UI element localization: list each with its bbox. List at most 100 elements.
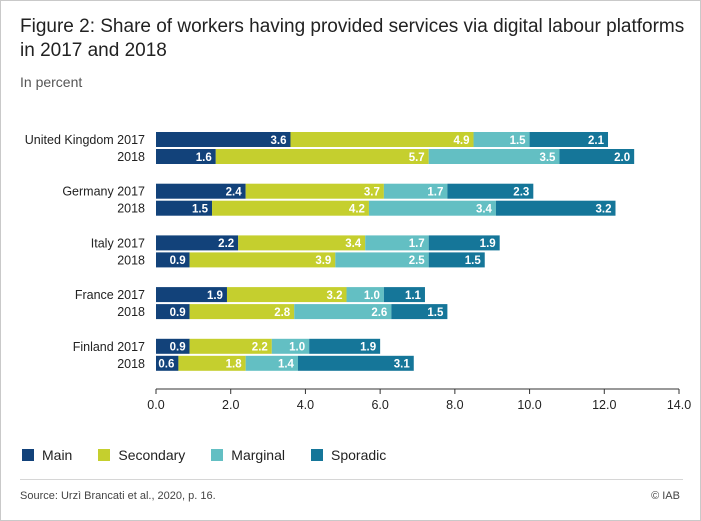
data-label-secondary: 5.7 xyxy=(409,152,425,164)
data-label-sporadic: 2.3 xyxy=(513,187,529,199)
x-tick-label: 8.0 xyxy=(446,398,463,412)
legend-item-sporadic: Sporadic xyxy=(311,447,386,463)
legend-label: Sporadic xyxy=(331,447,387,463)
bar-main xyxy=(156,304,190,320)
data-label-secondary: 4.2 xyxy=(349,204,365,216)
bar-main xyxy=(156,252,190,268)
data-label-marginal: 1.0 xyxy=(364,290,380,302)
bar-marginal xyxy=(335,252,429,268)
bar-main xyxy=(156,287,227,303)
data-label-main: 0.9 xyxy=(170,342,186,354)
bar-secondary xyxy=(178,355,246,371)
legend-swatch xyxy=(211,449,224,461)
bar-marginal xyxy=(428,149,560,164)
bar-sporadic xyxy=(559,149,635,164)
copyright-note: © IAB xyxy=(651,490,680,502)
data-label-marginal: 2.5 xyxy=(409,255,426,267)
bar-main xyxy=(156,149,216,164)
data-label-main: 1.9 xyxy=(207,290,223,302)
data-label-marginal: 2.6 xyxy=(371,307,387,319)
category-label: Italy 2017 xyxy=(91,236,145,250)
data-label-sporadic: 1.9 xyxy=(360,342,376,354)
category-label: 2018 xyxy=(117,150,145,164)
data-label-secondary: 3.2 xyxy=(327,290,343,302)
x-tick-label: 10.0 xyxy=(517,398,541,412)
data-label-sporadic: 1.5 xyxy=(465,255,482,267)
category-label: 2018 xyxy=(117,202,145,216)
bar-main xyxy=(156,200,213,216)
data-label-main: 0.9 xyxy=(170,307,186,319)
legend-swatch xyxy=(98,449,111,461)
bar-secondary xyxy=(245,183,384,199)
data-label-secondary: 4.9 xyxy=(454,135,470,147)
data-label-secondary: 2.8 xyxy=(274,307,291,319)
data-label-secondary: 3.7 xyxy=(364,187,380,199)
legend-swatch xyxy=(311,449,323,461)
bar-sporadic xyxy=(383,287,425,303)
data-label-marginal: 3.4 xyxy=(476,204,493,216)
legend-item-secondary: Secondary xyxy=(98,447,185,463)
bar-secondary xyxy=(226,287,347,303)
bar-main xyxy=(156,132,291,147)
data-label-marginal: 1.0 xyxy=(289,342,305,354)
data-label-secondary: 1.8 xyxy=(226,359,243,371)
category-label: United Kingdom 2017 xyxy=(25,133,145,147)
x-tick-label: 12.0 xyxy=(592,398,616,412)
category-label: France 2017 xyxy=(75,288,145,302)
x-tick-label: 6.0 xyxy=(371,398,388,412)
data-label-sporadic: 3.2 xyxy=(595,204,611,216)
category-label: 2018 xyxy=(117,357,145,371)
source-note: Source: Urzì Brancati et al., 2020, p. 1… xyxy=(20,490,216,502)
bar-sporadic xyxy=(391,304,448,320)
bar-sporadic xyxy=(529,132,609,147)
data-label-sporadic: 2.1 xyxy=(588,135,605,147)
bar-secondary xyxy=(212,200,369,216)
legend-label: Marginal xyxy=(231,447,285,463)
data-label-sporadic: 3.1 xyxy=(394,359,411,371)
bar-sporadic xyxy=(447,183,534,199)
legend-item-marginal: Marginal xyxy=(211,447,285,463)
data-label-main: 2.2 xyxy=(218,238,234,250)
legend-swatch xyxy=(22,449,34,461)
bar-sporadic xyxy=(297,355,414,371)
data-label-marginal: 1.7 xyxy=(427,187,443,199)
bar-secondary xyxy=(215,149,429,164)
category-label: Germany 2017 xyxy=(62,185,145,199)
bar-secondary xyxy=(290,132,474,147)
bar-main xyxy=(156,338,190,354)
data-label-secondary: 3.4 xyxy=(345,238,362,250)
category-label: Finland 2017 xyxy=(73,340,145,354)
footer-divider xyxy=(20,479,683,480)
x-tick-label: 4.0 xyxy=(297,398,314,412)
bar-marginal xyxy=(271,338,310,354)
bar-marginal xyxy=(346,287,384,303)
data-label-main: 0.9 xyxy=(170,255,186,267)
bar-marginal xyxy=(245,355,298,371)
data-label-main: 0.6 xyxy=(158,359,174,371)
data-label-marginal: 1.5 xyxy=(510,135,527,147)
data-label-main: 1.5 xyxy=(192,204,209,216)
bar-sporadic xyxy=(309,338,381,354)
data-label-marginal: 1.7 xyxy=(409,238,425,250)
data-label-sporadic: 2.0 xyxy=(614,152,630,164)
chart-legend: Main Secondary Marginal Sporadic xyxy=(22,447,412,463)
category-label: 2018 xyxy=(117,253,145,267)
bar-main xyxy=(156,235,239,251)
legend-label: Secondary xyxy=(118,447,186,463)
data-label-sporadic: 1.9 xyxy=(480,238,496,250)
data-label-main: 3.6 xyxy=(270,135,286,147)
bar-secondary xyxy=(189,338,272,354)
data-label-secondary: 2.2 xyxy=(252,342,268,354)
bar-marginal xyxy=(383,183,448,199)
x-tick-label: 14.0 xyxy=(667,398,691,412)
x-tick-label: 0.0 xyxy=(147,398,164,412)
bar-marginal xyxy=(365,235,429,251)
category-label: 2018 xyxy=(117,305,145,319)
stacked-bar-chart: United Kingdom 2017 3.6 4.9 1.5 2.1 2018 1.6 5.… xyxy=(25,132,691,412)
data-label-marginal: 1.4 xyxy=(278,359,295,371)
data-label-main: 2.4 xyxy=(226,187,243,199)
chart-subtitle: In percent xyxy=(20,74,83,90)
bar-main xyxy=(156,183,246,199)
bar-secondary xyxy=(238,235,366,251)
